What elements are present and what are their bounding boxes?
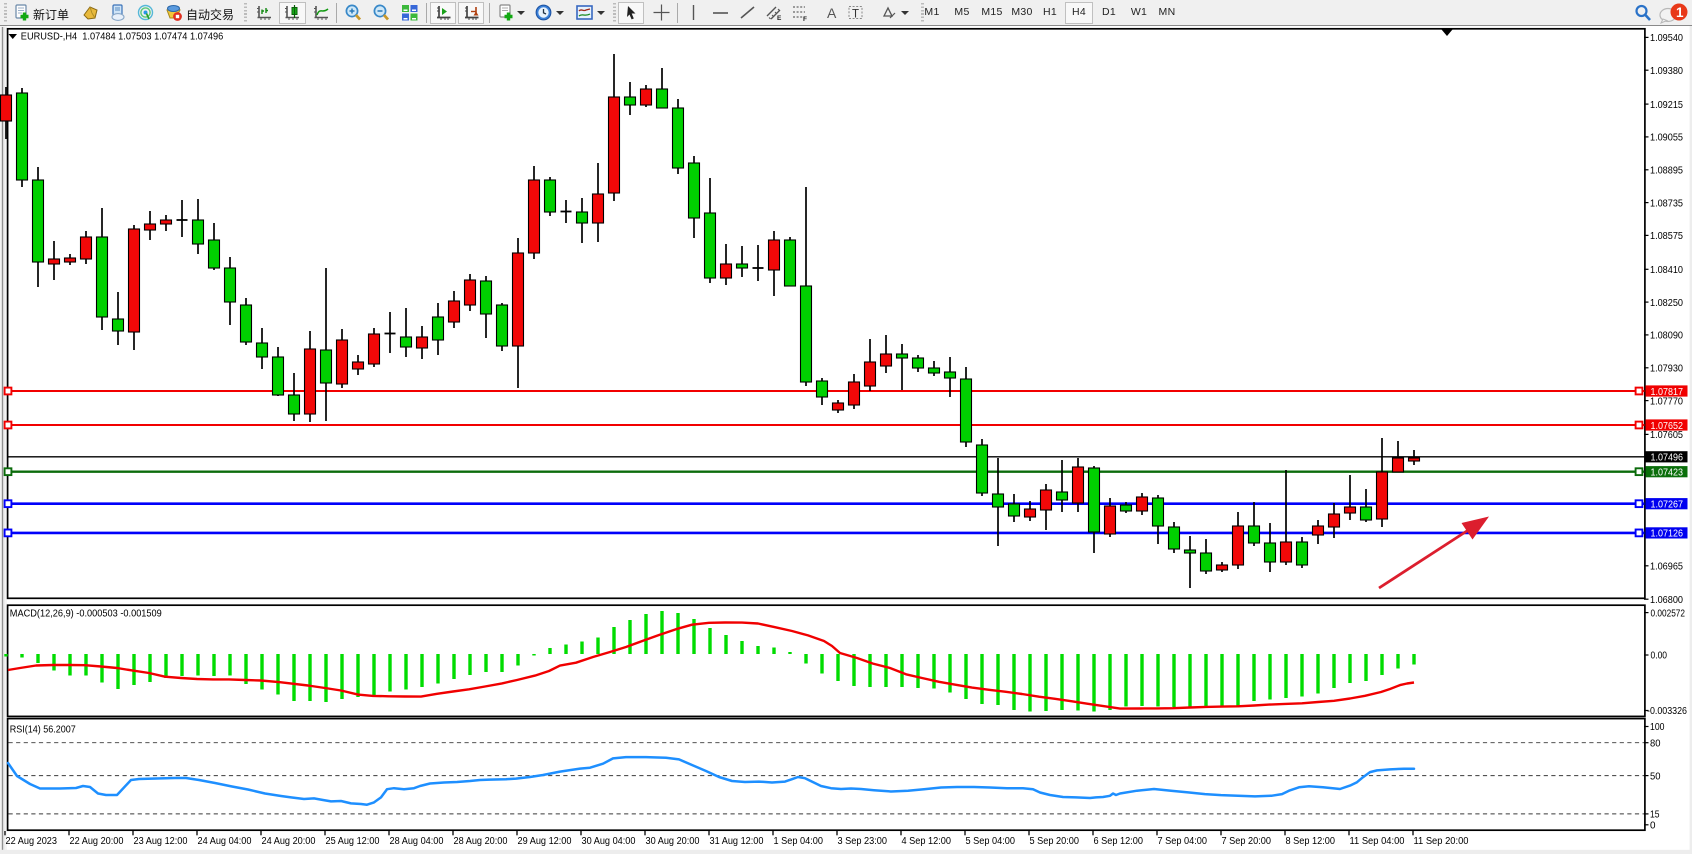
svg-text:50: 50 <box>1650 771 1661 782</box>
svg-text:22 Aug 2023: 22 Aug 2023 <box>6 836 58 847</box>
svg-text:5 Sep 20:00: 5 Sep 20:00 <box>1030 836 1080 847</box>
svg-text:RSI(14) 56.2007: RSI(14) 56.2007 <box>10 725 76 736</box>
svg-text:4 Sep 12:00: 4 Sep 12:00 <box>902 836 952 847</box>
svg-text:EURUSD-,H4 1.07484 1.07503 1.: EURUSD-,H4 1.07484 1.07503 1.07474 1.074… <box>21 31 224 42</box>
svg-text:F: F <box>803 16 807 22</box>
svg-text:1.08250: 1.08250 <box>1650 298 1683 309</box>
svg-text:1.09380: 1.09380 <box>1650 66 1683 77</box>
svg-text:1.07423: 1.07423 <box>1651 468 1684 479</box>
svg-text:24 Aug 04:00: 24 Aug 04:00 <box>198 836 252 847</box>
svg-text:25 Aug 12:00: 25 Aug 12:00 <box>326 836 380 847</box>
svg-text:1.08575: 1.08575 <box>1650 231 1683 242</box>
svg-text:E: E <box>777 15 782 22</box>
svg-text:1.07770: 1.07770 <box>1650 396 1683 407</box>
svg-text:6 Sep 12:00: 6 Sep 12:00 <box>1094 836 1144 847</box>
svg-text:22 Aug 20:00: 22 Aug 20:00 <box>70 836 124 847</box>
svg-text:24 Aug 20:00: 24 Aug 20:00 <box>262 836 316 847</box>
svg-text:7 Sep 04:00: 7 Sep 04:00 <box>1158 836 1208 847</box>
svg-text:0: 0 <box>1650 821 1656 832</box>
svg-text:80: 80 <box>1650 738 1661 749</box>
svg-text:A: A <box>827 5 837 21</box>
svg-text:-0.003326: -0.003326 <box>1647 706 1687 717</box>
svg-text:11 Sep 20:00: 11 Sep 20:00 <box>1414 836 1469 847</box>
svg-text:5 Sep 04:00: 5 Sep 04:00 <box>966 836 1016 847</box>
svg-text:1.07930: 1.07930 <box>1650 364 1683 375</box>
svg-text:28 Aug 04:00: 28 Aug 04:00 <box>390 836 444 847</box>
svg-text:1.09540: 1.09540 <box>1650 33 1683 44</box>
svg-text:1.08895: 1.08895 <box>1650 166 1683 177</box>
svg-text:1.08410: 1.08410 <box>1650 265 1683 276</box>
svg-text:0.002572: 0.002572 <box>1651 608 1686 619</box>
svg-text:23 Aug 12:00: 23 Aug 12:00 <box>134 836 188 847</box>
svg-text:1: 1 <box>1676 5 1684 20</box>
svg-text:1.08735: 1.08735 <box>1650 198 1683 209</box>
svg-text:1.07267: 1.07267 <box>1651 500 1684 511</box>
svg-text:T: T <box>852 9 859 21</box>
svg-text:30 Aug 04:00: 30 Aug 04:00 <box>582 836 636 847</box>
svg-text:11 Sep 04:00: 11 Sep 04:00 <box>1350 836 1405 847</box>
svg-text:7 Sep 20:00: 7 Sep 20:00 <box>1222 836 1272 847</box>
svg-text:MACD(12,26,9) -0.000503 -0.001: MACD(12,26,9) -0.000503 -0.001509 <box>10 609 162 620</box>
svg-text:28 Aug 20:00: 28 Aug 20:00 <box>454 836 508 847</box>
svg-text:100: 100 <box>1650 722 1665 733</box>
svg-text:15: 15 <box>1650 810 1660 821</box>
svg-text:1.07496: 1.07496 <box>1651 453 1684 464</box>
svg-text:1.07605: 1.07605 <box>1650 430 1683 441</box>
svg-text:1.06965: 1.06965 <box>1650 562 1683 573</box>
svg-text:0.00: 0.00 <box>1651 651 1668 662</box>
svg-text:1.08090: 1.08090 <box>1650 331 1683 342</box>
svg-text:3 Sep 23:00: 3 Sep 23:00 <box>838 836 888 847</box>
svg-text:1.09215: 1.09215 <box>1650 100 1683 111</box>
svg-text:1.06800: 1.06800 <box>1650 595 1683 606</box>
svg-text:1.07126: 1.07126 <box>1651 529 1684 540</box>
svg-text:30 Aug 20:00: 30 Aug 20:00 <box>646 836 700 847</box>
svg-text:1 Sep 04:00: 1 Sep 04:00 <box>774 836 824 847</box>
svg-text:1.07652: 1.07652 <box>1651 421 1684 432</box>
svg-text:8 Sep 12:00: 8 Sep 12:00 <box>1286 836 1336 847</box>
svg-text:1.07817: 1.07817 <box>1651 387 1684 398</box>
svg-text:31 Aug 12:00: 31 Aug 12:00 <box>710 836 764 847</box>
svg-text:1.09055: 1.09055 <box>1650 133 1683 144</box>
svg-text:29 Aug 12:00: 29 Aug 12:00 <box>518 836 572 847</box>
